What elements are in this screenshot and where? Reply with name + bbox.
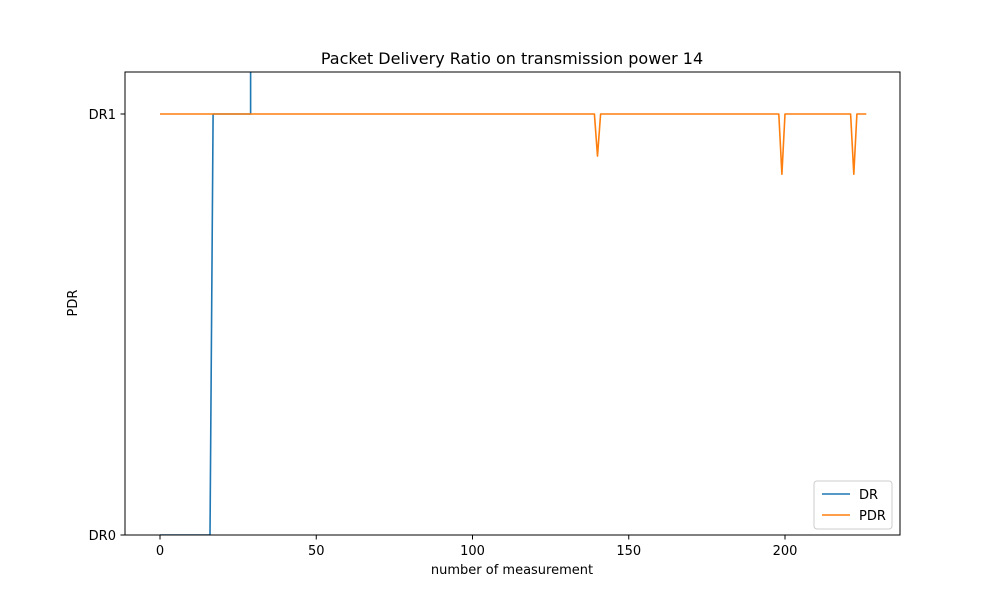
- chart-title: Packet Delivery Ratio on transmission po…: [321, 49, 703, 68]
- series-layer: [160, 72, 867, 535]
- series-line-pdr: [160, 113, 867, 175]
- legend: DR PDR: [813, 480, 893, 530]
- x-tick-label: 50: [308, 544, 325, 559]
- x-tick-label: 100: [460, 544, 485, 559]
- legend-frame: [813, 480, 893, 530]
- plot-area: [124, 71, 901, 536]
- legend-label-pdr: PDR: [859, 509, 886, 524]
- x-tick-label: 200: [773, 544, 798, 559]
- legend-label-dr: DR: [859, 488, 878, 503]
- y-axis-label: PDR: [66, 290, 81, 317]
- y-tick-label: DR1: [89, 108, 116, 123]
- plot-frame: [124, 71, 901, 536]
- y-axis: DR0 DR1: [89, 108, 125, 544]
- x-axis: 0 50 100 150 200: [156, 535, 798, 559]
- x-tick-label: 150: [616, 544, 641, 559]
- y-tick-label: DR0: [89, 529, 116, 544]
- x-tick-label: 0: [156, 544, 164, 559]
- x-axis-label: number of measurement: [431, 563, 593, 578]
